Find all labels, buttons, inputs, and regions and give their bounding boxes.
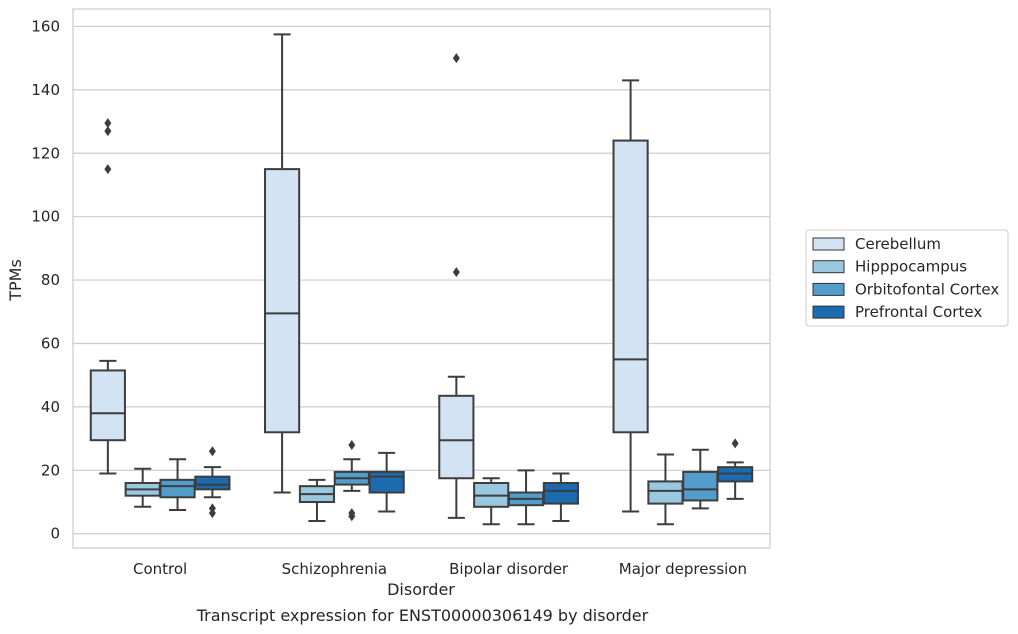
box-plot [717,438,754,500]
y-tick-label: 20 [41,461,60,479]
outlier-point [104,118,112,129]
box-plot [159,458,196,511]
outlier-point [104,164,112,175]
outlier-point [348,439,356,450]
box-plot [647,453,684,526]
legend-label: Cerebellum [855,235,941,253]
legend-swatch [812,260,845,274]
box-plot [194,446,231,519]
box-plot [89,118,126,475]
outlier-point [208,446,216,457]
box-plot [507,469,545,526]
box [89,369,126,442]
box [194,475,231,491]
y-tick-label: 140 [31,81,60,99]
x-tick-label: Bipolar disorder [449,560,569,578]
plot-frame [72,8,771,549]
legend-swatch [812,237,845,251]
y-tick-label: 100 [31,208,60,226]
y-axis-label: TPMs [6,259,25,302]
y-tick-label: 160 [31,17,60,35]
y-tick-label: 80 [41,271,60,289]
outlier-point [104,126,112,137]
legend-swatch [812,282,845,296]
outlier-point [452,267,460,278]
x-tick-label: Schizophrenia [282,560,387,578]
box-plot [682,448,719,510]
box-plot [542,472,579,523]
box-plot [298,478,336,523]
box [612,139,649,434]
y-tick-label: 120 [31,144,60,162]
x-tick-labels: Control Schizophrenia Bipolar disorder Majo… [133,560,747,578]
y-tick-labels: 0 20 40 60 80 100 120 140 160 [31,17,60,542]
y-tick-label: 0 [50,525,60,543]
boxes [89,33,754,526]
grid-lines [73,25,770,535]
y-tick-label: 40 [41,398,60,416]
box-plot [473,477,510,526]
box-plot [333,439,370,522]
legend-label: Hipppocampus [855,258,967,276]
box [368,470,405,494]
legend-label: Prefrontal Cortex [855,303,982,321]
x-tick-label: Control [133,560,187,578]
box-plot [438,53,475,519]
legend-frame [805,229,1009,327]
outlier-point [731,438,739,449]
box-plot [612,79,649,513]
outlier-point [452,53,460,64]
box [682,470,719,502]
legend-swatch [812,305,845,319]
box-plot [124,467,161,508]
legend-label: Orbitofontal Cortex [855,280,999,298]
box [438,394,475,480]
box-plot [264,33,301,494]
box [542,482,579,505]
box [264,168,301,434]
x-tick-label: Major depression [619,560,747,578]
box [647,480,684,505]
box [159,478,196,499]
y-tick-label: 60 [41,334,60,352]
x-axis-label: Disorder [387,580,455,599]
box-plot [368,451,405,513]
legend: Cerebellum Hipppocampus Orbitofontal Corte… [805,229,1009,327]
outlier-point [348,508,356,519]
outlier-point [208,503,216,514]
chart-caption: Transcript expression for ENST0000030614… [196,606,649,625]
